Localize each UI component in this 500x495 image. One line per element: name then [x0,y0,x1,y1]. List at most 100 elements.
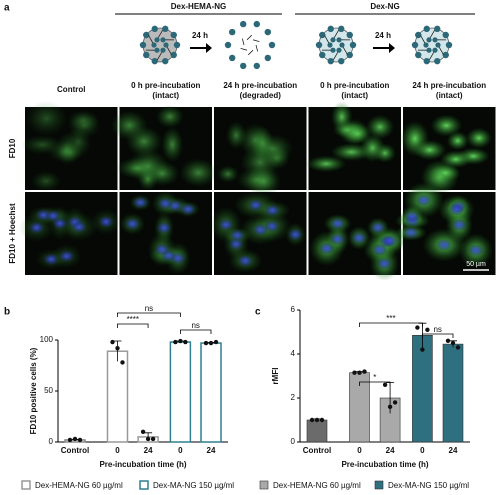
bar [442,343,464,443]
column-label: (degraded) [240,91,282,100]
cell-signal [365,114,395,140]
nucleus [29,222,44,234]
polymer-bead [327,25,334,33]
data-point [115,345,120,351]
x-tick-label: 24 [449,446,458,455]
nucleus [180,203,195,215]
nucleus [133,197,148,209]
polymer-bead [330,37,336,43]
polymer-bead [426,37,432,43]
x-tick-label: 24 [207,446,216,455]
cell-signal [25,100,68,137]
polymer-bead [253,62,260,70]
x-tick-label: 24 [144,446,153,455]
polymer-bead [154,47,160,53]
y-tick-label: 2 [291,393,296,402]
arrow [373,43,395,53]
polymer-bead [319,31,326,39]
x-tick-label: 0 [178,446,183,455]
polymer-bead [139,41,147,49]
data-point [67,437,73,443]
data-point [140,429,146,434]
x-axis-title: Pre-incubation time (h) [341,460,428,469]
polymer-bead [415,31,422,39]
significance-bracket [422,333,454,338]
polymer-bead [162,25,169,33]
nucleus [253,224,268,236]
y-tick-label: 6 [291,305,296,314]
y-axis-title: rMFI [271,368,280,385]
arrow-label: 24 h [192,31,208,40]
polymer-bead [336,47,342,53]
bar [169,341,192,443]
data-point [173,339,178,345]
panel-label: a [4,3,10,14]
polymer-bead [268,41,276,49]
data-point [382,382,388,387]
column-label: 24 h pre-incubation [412,81,486,90]
polymer-bead [442,51,449,59]
polymer-bead [162,57,169,65]
crosslink [241,38,245,46]
data-point [213,339,219,345]
nucleus [452,219,467,231]
nucleus [437,239,452,251]
crosslink [246,34,253,41]
group-title: Dex-NG [370,2,399,11]
polymer-bead [240,62,247,70]
y-tick-label: 0 [291,437,296,446]
bar [306,419,328,443]
x-axis-title: Pre-incubation time (h) [99,460,186,469]
data-point [208,340,214,346]
cell-signal [156,105,184,129]
polymer-bead [163,42,169,48]
significance-label: * [373,373,376,382]
column-label: 24 h pre-incubation [223,81,297,90]
nucleus [99,216,114,228]
cell-signal [30,170,62,192]
significance-label: **** [127,315,139,324]
error-bar [113,340,122,362]
polymer-bead [336,37,342,43]
cell-signal [465,127,492,149]
nucleus [218,219,233,231]
data-point [77,437,83,443]
nucleus [372,244,387,256]
column-label: 0 h pre-incubation [131,81,200,90]
data-point [120,360,125,365]
nucleus [288,228,303,240]
data-point [319,417,325,423]
significance-label: ns [191,321,199,330]
cell-signal [446,131,469,151]
nucleus [264,220,279,232]
y-tick-label: 0 [49,437,54,446]
nucleus [59,250,74,262]
crosslink [247,49,254,56]
polymer-bead [327,42,333,48]
row-label: FD10 [8,138,17,158]
nucleus [383,235,398,247]
polymer-bead [315,41,323,49]
column-label: 0 h pre-incubation [320,81,389,90]
data-point [183,339,188,345]
nucleus [157,222,172,234]
polymer-bead [264,54,271,62]
cell-signal [110,110,148,141]
data-point [392,400,398,405]
data-point [309,417,315,423]
legend-label: Dex-HEMA-NG 60 µg/ml [273,481,361,490]
column-label: (intact) [436,91,463,100]
column-label: Control [57,85,85,94]
cell-signal [412,139,447,161]
legend-label: Dex-MA-NG 150 µg/ml [153,481,234,490]
nucleus [405,210,420,222]
polymer-bead [229,54,236,62]
data-point [445,338,451,343]
data-point [352,370,357,375]
nucleus [155,244,170,256]
nucleus [352,232,367,244]
cell-signal [116,157,158,179]
cell-signal [430,114,463,137]
arrow [190,43,212,53]
data-point [72,436,78,442]
